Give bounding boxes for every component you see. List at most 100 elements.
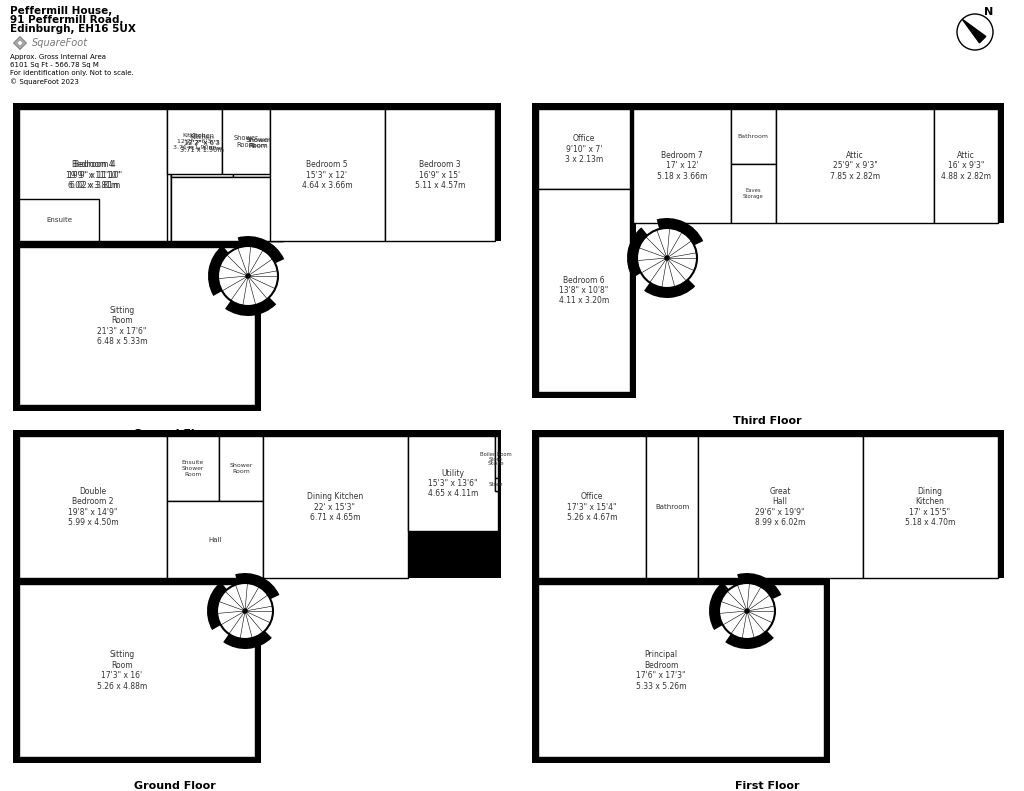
Text: Bathroom: Bathroom [737,134,768,139]
Bar [495,436,498,491]
Text: Bedroom 3
16'9" x 15'
5.11 x 4.57m: Bedroom 3 16'9" x 15' 5.11 x 4.57m [415,160,465,190]
Bar [263,436,408,578]
Wedge shape [207,582,245,630]
Bar [171,109,283,241]
Bar [233,109,283,177]
Bar [495,436,498,478]
Bar [538,109,630,189]
Text: Bathroom: Bathroom [655,504,689,510]
Bar [13,241,261,411]
Wedge shape [709,582,746,630]
Wedge shape [737,573,781,611]
Bar [167,436,219,501]
Text: Approx. Gross Internal Area: Approx. Gross Internal Area [10,54,106,60]
Bar [538,109,630,392]
Bar [408,436,498,531]
Text: Ground Floor: Ground Floor [134,781,216,791]
Bar [863,436,998,578]
Bar [171,177,283,241]
Bar [538,584,824,757]
Bar [627,103,1004,223]
Text: Shower
Room: Shower Room [233,135,258,148]
Circle shape [243,609,247,613]
Text: Great
Hall
29'6" x 19'9"
8.99 x 6.02m: Great Hall 29'6" x 19'9" 8.99 x 6.02m [755,487,805,527]
Text: 6101 Sq Ft - 566.78 Sq M: 6101 Sq Ft - 566.78 Sq M [10,62,99,68]
Bar [222,109,270,174]
Wedge shape [238,236,285,276]
Bar [13,578,261,763]
Circle shape [719,583,775,639]
Bar [538,436,646,578]
Bar [532,430,1004,578]
Text: Attic
16' x 9'3"
4.88 x 2.82m: Attic 16' x 9'3" 4.88 x 2.82m [941,151,991,181]
Text: N: N [984,7,993,17]
Text: First Floor: First Floor [735,781,800,791]
Wedge shape [725,611,774,649]
Text: Kitchen
12'2" x 6'3
3.71 x 1.90m: Kitchen 12'2" x 6'3 3.71 x 1.90m [173,133,215,149]
Bar [13,103,501,241]
Text: 91 Peffermill Road,: 91 Peffermill Road, [10,15,124,25]
Bar [731,164,776,223]
Text: Second Floor: Second Floor [134,429,216,439]
Bar [13,103,501,241]
Bar [13,430,501,578]
Wedge shape [656,218,703,258]
Wedge shape [208,245,248,296]
Wedge shape [225,276,276,316]
Bar [219,436,263,501]
Circle shape [246,274,250,278]
Bar [646,436,698,578]
Bar [171,109,233,177]
Text: Principal
Bedroom
17'6" x 17'3"
5.33 x 5.26m: Principal Bedroom 17'6" x 17'3" 5.33 x 5… [636,650,686,691]
Bar [698,436,863,578]
Bar [633,109,731,223]
Bar [19,109,167,241]
Bar [19,109,171,241]
Text: Office
9'10" x 7'
3 x 2.13m: Office 9'10" x 7' 3 x 2.13m [565,134,603,164]
Bar [532,103,636,398]
Text: Shower
Room: Shower Room [245,137,271,149]
Text: Bedroom 7
17' x 12'
5.18 x 3.66m: Bedroom 7 17' x 12' 5.18 x 3.66m [656,151,708,181]
Text: Double
Bedroom 2
19'8" x 14'9"
5.99 x 4.50m: Double Bedroom 2 19'8" x 14'9" 5.99 x 4.… [68,487,119,527]
Text: Store: Store [487,461,504,466]
Bar [538,189,630,392]
Text: Bedroom 6
13'8" x 10'8"
4.11 x 3.20m: Bedroom 6 13'8" x 10'8" 4.11 x 3.20m [559,275,609,305]
Text: © SquareFoot 2023: © SquareFoot 2023 [10,78,79,85]
Bar [171,109,233,177]
Text: Attic
25'9" x 9'3"
7.85 x 2.82m: Attic 25'9" x 9'3" 7.85 x 2.82m [829,151,880,181]
Bar [19,436,167,578]
Text: Ensuite: Ensuite [46,217,72,223]
Text: Store: Store [488,482,503,487]
Circle shape [637,228,697,288]
Polygon shape [963,19,986,43]
Bar [19,199,99,241]
Text: Utility
15'3" x 13'6"
4.65 x 4.11m: Utility 15'3" x 13'6" 4.65 x 4.11m [428,468,478,498]
Bar [270,109,385,241]
Text: Eaves
Storage: Eaves Storage [742,188,763,199]
Text: SquareFoot: SquareFoot [32,38,88,48]
Text: Dining Kitchen
22' x 15'3"
6.71 x 4.65m: Dining Kitchen 22' x 15'3" 6.71 x 4.65m [307,492,364,522]
Bar [19,584,255,757]
Text: Boiler Room
Store: Boiler Room Store [480,452,512,463]
Bar [934,109,998,223]
Bar [495,478,498,491]
Text: Shower
Room: Shower Room [229,463,253,474]
Text: Kitchen
12'2" x 6'3
3.71 x 1.90m: Kitchen 12'2" x 6'3 3.71 x 1.90m [181,134,223,151]
Circle shape [665,256,669,260]
Bar [167,109,222,174]
Text: Bedroom 4
19'9" x 11'10"
6.02 x 3.81m: Bedroom 4 19'9" x 11'10" 6.02 x 3.81m [68,160,122,190]
Wedge shape [627,227,667,278]
Text: Sitting
Room
17'3" x 16'
5.26 x 4.88m: Sitting Room 17'3" x 16' 5.26 x 4.88m [97,650,147,691]
Wedge shape [236,573,280,611]
Text: Kitchen
12'2" x 6'3
3.71 x 1.90m: Kitchen 12'2" x 6'3 3.71 x 1.90m [180,133,224,153]
Text: Dining
Kitchen
17' x 15'5"
5.18 x 4.70m: Dining Kitchen 17' x 15'5" 5.18 x 4.70m [905,487,955,527]
Text: Hall: Hall [208,536,222,543]
Text: For identification only. Not to scale.: For identification only. Not to scale. [10,70,134,76]
Text: Third Floor: Third Floor [733,416,802,426]
Wedge shape [644,258,695,298]
Bar [19,247,255,405]
Wedge shape [223,611,271,649]
Circle shape [745,609,749,613]
Text: Office
17'3" x 15'4"
5.26 x 4.67m: Office 17'3" x 15'4" 5.26 x 4.67m [566,492,617,522]
Text: Bedroom 5
15'3" x 12'
4.64 x 3.66m: Bedroom 5 15'3" x 12' 4.64 x 3.66m [302,160,352,190]
